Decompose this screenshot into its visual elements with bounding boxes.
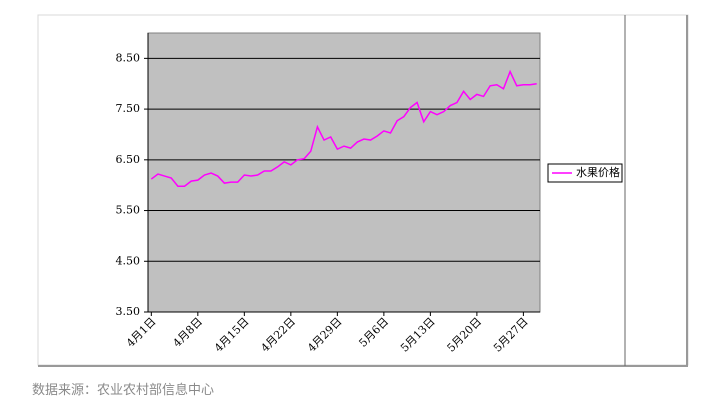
line-series bbox=[150, 69, 537, 187]
y-tick-label: 3.50 bbox=[116, 305, 141, 318]
y-tick-label: 7.50 bbox=[116, 102, 141, 115]
caption: 数据来源：农业农村部信息中心 bbox=[32, 383, 215, 398]
y-tick-label: 8.50 bbox=[116, 51, 141, 64]
legend-label: 水果价格 bbox=[576, 165, 620, 179]
plot-area bbox=[147, 32, 541, 313]
y-tick-label: 4.50 bbox=[116, 254, 141, 267]
y-tick-label: 6.50 bbox=[116, 153, 141, 166]
y-tick-label: 5.50 bbox=[116, 204, 141, 217]
legend-box bbox=[547, 163, 623, 183]
